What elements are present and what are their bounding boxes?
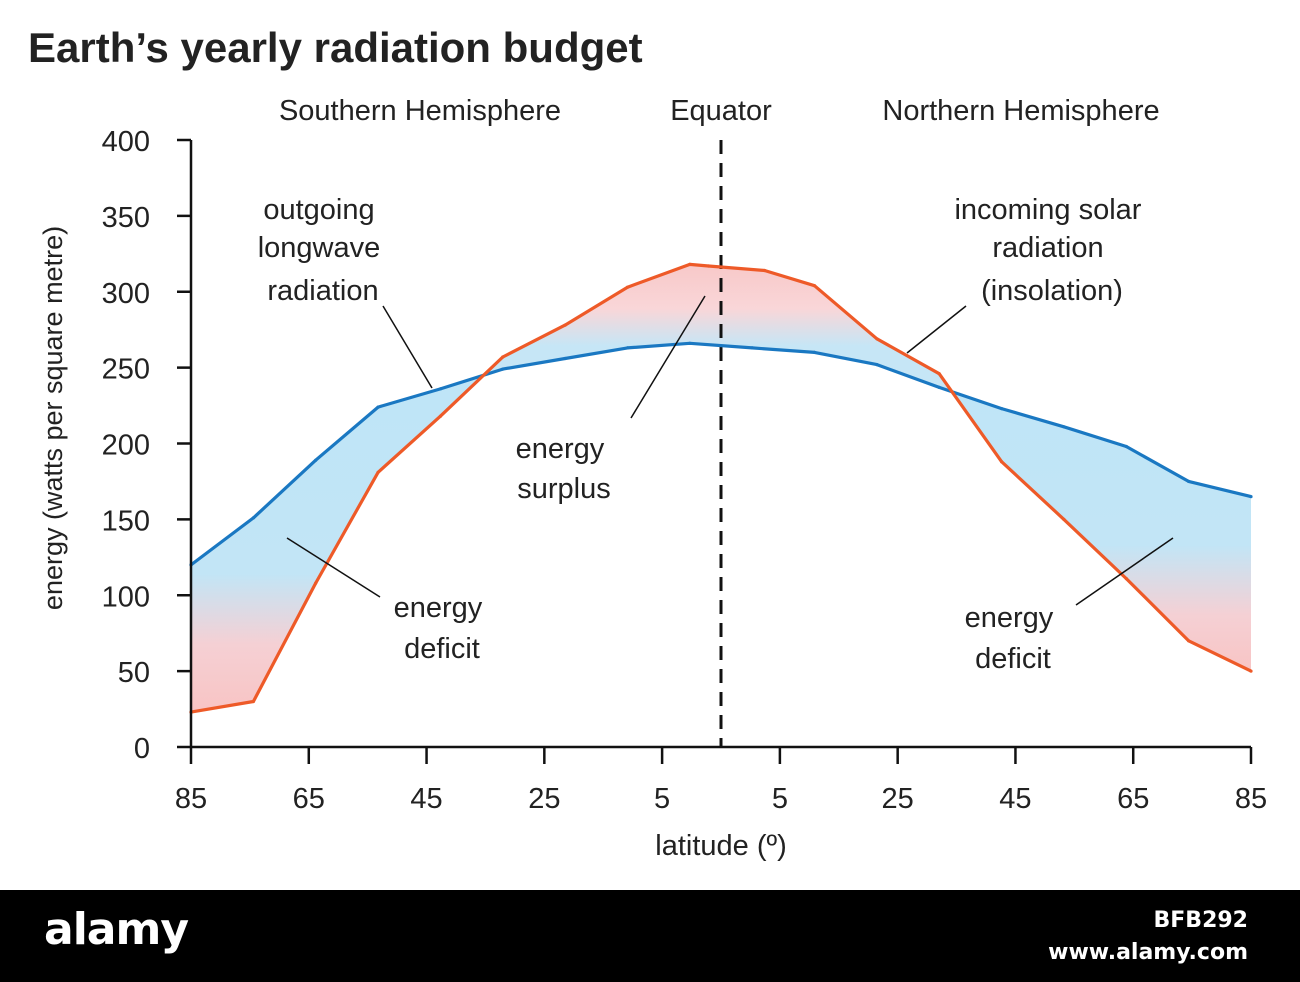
annotation-incoming: incoming solar radiation (insolation) (954, 194, 1149, 307)
outgoing-longwave-point (875, 363, 879, 367)
incoming-solar-point (763, 268, 767, 273)
y-tick-label: 300 (102, 278, 150, 310)
x-tick-label: 85 (175, 783, 207, 815)
leader-deficit-north (1075, 537, 1174, 606)
chart-title: Earth’s yearly radiation budget (28, 24, 643, 71)
annotation-energy-surplus: energy surplus (516, 433, 613, 505)
image-id: BFB292 (1153, 908, 1249, 933)
y-tick-label: 350 (102, 202, 150, 234)
incoming-solar-point (875, 337, 879, 341)
x-tick-label: 5 (654, 783, 670, 815)
outgoing-longwave-point (1187, 479, 1191, 483)
radiation-budget-chart: Earth’s yearly radiation budget Southern… (28, 24, 1267, 862)
outgoing-longwave-point (1249, 495, 1253, 499)
incoming-solar-point (1124, 577, 1128, 581)
incoming-solar-point (812, 284, 817, 288)
incoming-solar-point (625, 285, 630, 289)
incoming-solar-point (688, 262, 692, 266)
y-tick-label: 0 (134, 733, 150, 765)
x-tick-label: 45 (410, 783, 442, 815)
x-tick-label: 25 (882, 783, 914, 815)
incoming-solar-point (376, 470, 380, 474)
y-axis-title: energy (watts per square metre) (38, 226, 68, 610)
y-tick-label: 400 (102, 126, 150, 158)
x-axis-ticks: 85 65 45 25 5 5 25 45 65 85 (175, 747, 1267, 815)
outgoing-longwave-point (376, 405, 380, 409)
outgoing-longwave-point (251, 516, 255, 520)
incoming-solar-point (1249, 669, 1253, 673)
footer-url: www.alamy.com (1048, 940, 1248, 965)
incoming-solar-point (1000, 460, 1004, 464)
x-axis-title: latitude (º) (655, 830, 786, 862)
brand-logo: alamy (44, 904, 189, 955)
outgoing-longwave-point (438, 387, 442, 391)
x-tick-label: 5 (772, 783, 788, 815)
annotation-outgoing: outgoing longwave radiation (258, 194, 389, 307)
y-tick-label: 250 (102, 354, 150, 386)
incoming-solar-point (1062, 517, 1066, 522)
outgoing-longwave-point (1062, 425, 1066, 429)
outgoing-longwave-point (1124, 444, 1128, 449)
incoming-solar-point (251, 699, 255, 704)
y-tick-label: 200 (102, 430, 150, 462)
outgoing-longwave-point (1000, 407, 1004, 411)
leader-surplus (630, 295, 706, 419)
northern-hemisphere-label: Northern Hemisphere (882, 95, 1159, 127)
outgoing-longwave-point (625, 346, 630, 350)
x-tick-label: 65 (1117, 783, 1149, 815)
outgoing-longwave-point (501, 367, 505, 371)
incoming-solar-point (706, 264, 711, 268)
y-tick-label: 100 (102, 581, 150, 613)
equator-label: Equator (670, 95, 772, 127)
annotation-energy-deficit-south: energy deficit (394, 592, 491, 665)
outgoing-longwave-point (812, 350, 817, 354)
incoming-solar-point (438, 414, 442, 418)
incoming-solar-point (314, 581, 318, 585)
outgoing-longwave-point (750, 346, 754, 350)
energy-surplus-area (483, 264, 952, 392)
southern-hemisphere-label: Southern Hemisphere (279, 95, 561, 127)
x-tick-label: 65 (293, 783, 325, 815)
incoming-solar-point (937, 372, 941, 376)
incoming-solar-point (1187, 639, 1191, 643)
footer-bar: alamy BFB292 www.alamy.com (0, 890, 1300, 982)
annotation-leader-lines (286, 295, 1174, 606)
outgoing-longwave-point (937, 385, 941, 389)
x-tick-label: 25 (528, 783, 560, 815)
series-lines (189, 262, 1253, 714)
energy-deficit-area (952, 391, 1251, 672)
annotation-energy-deficit-north: energy deficit (965, 602, 1062, 675)
outgoing-longwave-point (314, 458, 318, 462)
y-tick-label: 150 (102, 505, 150, 537)
leader-deficit-south (286, 537, 381, 598)
incoming-solar-point (501, 355, 505, 359)
x-tick-label: 85 (1235, 783, 1267, 815)
y-axis-ticks: 0 50 100 150 200 250 300 350 400 (102, 126, 191, 765)
leader-incoming (906, 305, 967, 354)
incoming-solar-point (563, 323, 567, 327)
outgoing-longwave-point (688, 341, 692, 345)
leader-outgoing (382, 305, 433, 389)
outgoing-longwave-line (190, 341, 1252, 567)
x-tick-label: 45 (999, 783, 1031, 815)
y-tick-label: 50 (118, 657, 150, 689)
outgoing-longwave-point (563, 356, 567, 361)
